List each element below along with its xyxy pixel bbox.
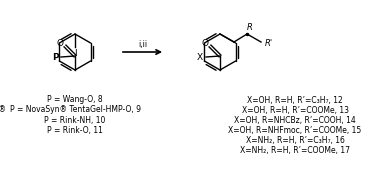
- Text: 9: 9: [0, 106, 75, 114]
- Text: X=NH₂, R=H, R’=COOMe, 17: X=NH₂, R=H, R’=COOMe, 17: [240, 145, 350, 155]
- Text: P = Rink-NH,: P = Rink-NH,: [23, 116, 75, 124]
- Text: X=NH₂, R=H, R’=C₃H₇, 16: X=NH₂, R=H, R’=C₃H₇, 16: [246, 135, 345, 145]
- Text: P = Rink-O,: P = Rink-O,: [28, 125, 75, 135]
- Text: P = NovaSyn® TentaGel-HMP-O,: P = NovaSyn® TentaGel-HMP-O,: [0, 106, 75, 114]
- Text: P = Rink-NH, 10: P = Rink-NH, 10: [44, 116, 106, 124]
- Text: X=OH, R=NHCBz, R’=COOH, 14: X=OH, R=NHCBz, R’=COOH, 14: [234, 116, 356, 124]
- Text: X=OH, R=H, R’=C₃H₇, 12: X=OH, R=H, R’=C₃H₇, 12: [247, 96, 343, 104]
- Text: P = Wang-O,: P = Wang-O,: [24, 96, 75, 104]
- Text: X: X: [197, 53, 203, 62]
- Text: P: P: [52, 53, 58, 62]
- Text: 8: 8: [38, 96, 75, 104]
- Text: P = NovaSyn® TentaGel-HMP-O, 9: P = NovaSyn® TentaGel-HMP-O, 9: [10, 106, 141, 114]
- Text: X=OH, R=NHFmoc, R’=COOMe, 15: X=OH, R=NHFmoc, R’=COOMe, 15: [228, 125, 362, 135]
- Text: O: O: [57, 38, 64, 48]
- Bar: [5, 93, 160, 175]
- Bar: [175, 93, 383, 175]
- Text: R: R: [247, 22, 253, 32]
- Text: I: I: [74, 48, 76, 57]
- Text: P = Rink-O, 11: P = Rink-O, 11: [47, 125, 103, 135]
- Text: O: O: [201, 38, 209, 48]
- Text: R': R': [265, 38, 273, 48]
- Text: 11: 11: [33, 125, 75, 135]
- Text: P = Wang-O, 8: P = Wang-O, 8: [47, 96, 103, 104]
- Text: X=OH, R=H, R’=COOMe, 13: X=OH, R=H, R’=COOMe, 13: [241, 106, 348, 114]
- Text: i,ii: i,ii: [138, 41, 147, 49]
- Text: 10: 10: [30, 116, 75, 124]
